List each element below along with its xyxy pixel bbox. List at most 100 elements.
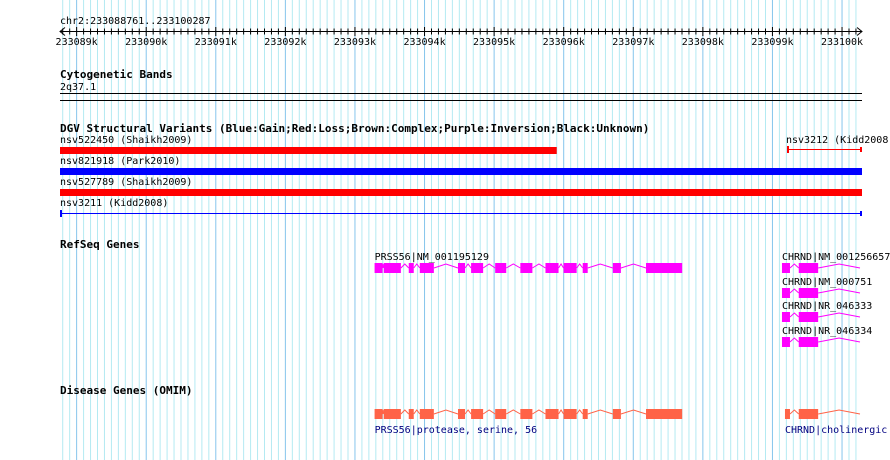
- gene-intron: [789, 288, 800, 294]
- gene-exon: [781, 312, 790, 322]
- gene-intron: [620, 409, 647, 415]
- omim-track: PRSS56|protease, serine, 56 CHRND|choline…: [374, 409, 887, 436]
- gene-exon: [471, 263, 484, 273]
- gene-exon: [471, 409, 484, 419]
- gene-exon: [582, 409, 588, 419]
- gene-exon: [612, 263, 621, 273]
- gene-intron: [413, 409, 421, 415]
- dgv-variant-bar[interactable]: [60, 189, 862, 196]
- gene-exon: [545, 409, 559, 419]
- gene-exon: [520, 263, 533, 273]
- scroll-left-arrow-icon[interactable]: [59, 27, 66, 36]
- gene-intron: [587, 409, 613, 415]
- gene-intron: [620, 263, 647, 269]
- ruler-tick-label: 233098k: [682, 37, 724, 48]
- gene-intron: [433, 263, 459, 269]
- cytoband-label: 2q37.1: [60, 82, 96, 93]
- gene-intron: [818, 409, 861, 415]
- dgv-track: nsv522450 (Shaikh2009) nsv3212 (Kidd2008)…: [60, 135, 890, 217]
- ruler-tick-label: 233097k: [612, 37, 654, 48]
- gene-intron: [433, 409, 459, 415]
- scroll-right-arrow-icon[interactable]: [856, 27, 863, 36]
- gene-intron: [464, 263, 472, 269]
- gene-intron: [818, 263, 861, 269]
- gene-exon: [520, 409, 533, 419]
- dgv-variant[interactable]: nsv3212 (Kidd2008): [786, 135, 890, 153]
- dgv-variant-label: nsv522450 (Shaikh2009): [60, 135, 192, 146]
- dgv-variant-label: nsv527789 (Shaikh2009): [60, 177, 192, 188]
- gene-intron: [464, 409, 472, 415]
- gene-exon: [419, 263, 434, 273]
- gene-label: CHRND|NR_046334: [782, 326, 872, 337]
- gene-exon: [781, 288, 790, 298]
- dgv-variant-bar[interactable]: [60, 147, 557, 154]
- gene-feature[interactable]: PRSS56|NM_001195129: [374, 252, 683, 273]
- gene-exon: [495, 409, 507, 419]
- gene-feature[interactable]: CHRND|NM_001256657: [781, 252, 890, 273]
- gene-exon: [563, 409, 577, 419]
- gene-label: CHRND|NM_000751: [782, 277, 872, 288]
- cytoband-track-title: Cytogenetic Bands: [60, 68, 173, 81]
- gene-intron: [382, 263, 385, 269]
- gene-exon: [495, 263, 507, 273]
- gene-intron: [818, 288, 861, 294]
- refseq-track-title: RefSeq Genes: [60, 238, 139, 251]
- refseq-track: PRSS56|NM_001195129 CHRND|NM_001256657 CHR…: [374, 252, 890, 347]
- dgv-variant-start-tick: [786, 146, 789, 153]
- gene-feature[interactable]: CHRND|NR_046333: [781, 301, 872, 322]
- gene-label: CHRND|NR_046333: [782, 301, 872, 312]
- gene-intron: [576, 263, 584, 269]
- dgv-variant-bar[interactable]: [60, 168, 862, 175]
- dgv-variant-label: nsv821918 (Park2010): [60, 156, 180, 167]
- dgv-variant[interactable]: nsv527789 (Shaikh2009): [60, 177, 862, 196]
- dgv-variant-end-tick: [860, 211, 862, 216]
- gene-exon: [545, 263, 559, 273]
- gene-exon: [798, 288, 819, 298]
- dgv-variant[interactable]: nsv522450 (Shaikh2009): [60, 135, 557, 154]
- grid-lines: [62, 0, 857, 460]
- gene-feature[interactable]: PRSS56|protease, serine, 56: [374, 409, 683, 436]
- gene-intron: [587, 263, 613, 269]
- ruler-tick-label: 233094k: [403, 37, 445, 48]
- gene-exon: [798, 409, 819, 419]
- gene-feature[interactable]: CHRND|NM_000751: [781, 277, 872, 298]
- position-label: chr2:233088761..233100287: [60, 16, 211, 27]
- dgv-variant-end-tick: [860, 147, 862, 152]
- gene-exon: [781, 337, 790, 347]
- dgv-variant[interactable]: nsv821918 (Park2010): [60, 156, 862, 175]
- gene-intron: [789, 312, 800, 318]
- gene-exon: [408, 263, 414, 273]
- gene-feature[interactable]: CHRND|NR_046334: [781, 326, 872, 347]
- gene-exon: [798, 263, 819, 273]
- ruler-tick-label: 233089k: [56, 37, 98, 48]
- gene-label: CHRND|cholinergic: [785, 425, 887, 436]
- gene-label: CHRND|NM_001256657: [782, 252, 890, 263]
- gene-intron: [400, 263, 410, 269]
- gene-feature[interactable]: CHRND|cholinergic: [784, 409, 887, 436]
- gene-intron: [558, 409, 564, 415]
- gene-label: PRSS56|protease, serine, 56: [375, 425, 538, 436]
- gene-intron: [382, 409, 385, 415]
- ruler[interactable]: 233089k 233090k 233091k 233092k 233093k 23309…: [56, 27, 864, 48]
- gene-exon: [458, 263, 466, 273]
- dgv-variant[interactable]: nsv3211 (Kidd2008): [60, 198, 862, 217]
- ruler-tick-label: 233090k: [125, 37, 167, 48]
- omim-track-title: Disease Genes (OMIM): [60, 384, 192, 397]
- gene-intron: [576, 409, 584, 415]
- dgv-track-title: DGV Structural Variants (Blue:Gain;Red:L…: [60, 122, 649, 135]
- ruler-tick-label: 233099k: [751, 37, 793, 48]
- gene-intron: [789, 263, 800, 269]
- gene-intron: [532, 409, 546, 415]
- gene-exon: [374, 409, 383, 419]
- gene-exon: [646, 263, 683, 273]
- gene-label: PRSS56|NM_001195129: [375, 252, 489, 263]
- gene-exon: [784, 409, 790, 419]
- gene-exon: [798, 337, 819, 347]
- gene-intron: [558, 263, 564, 269]
- gene-intron: [413, 263, 421, 269]
- dgv-variant-start-tick: [60, 210, 62, 217]
- gene-intron: [818, 312, 861, 318]
- gene-intron: [400, 409, 410, 415]
- gene-exon: [383, 263, 401, 273]
